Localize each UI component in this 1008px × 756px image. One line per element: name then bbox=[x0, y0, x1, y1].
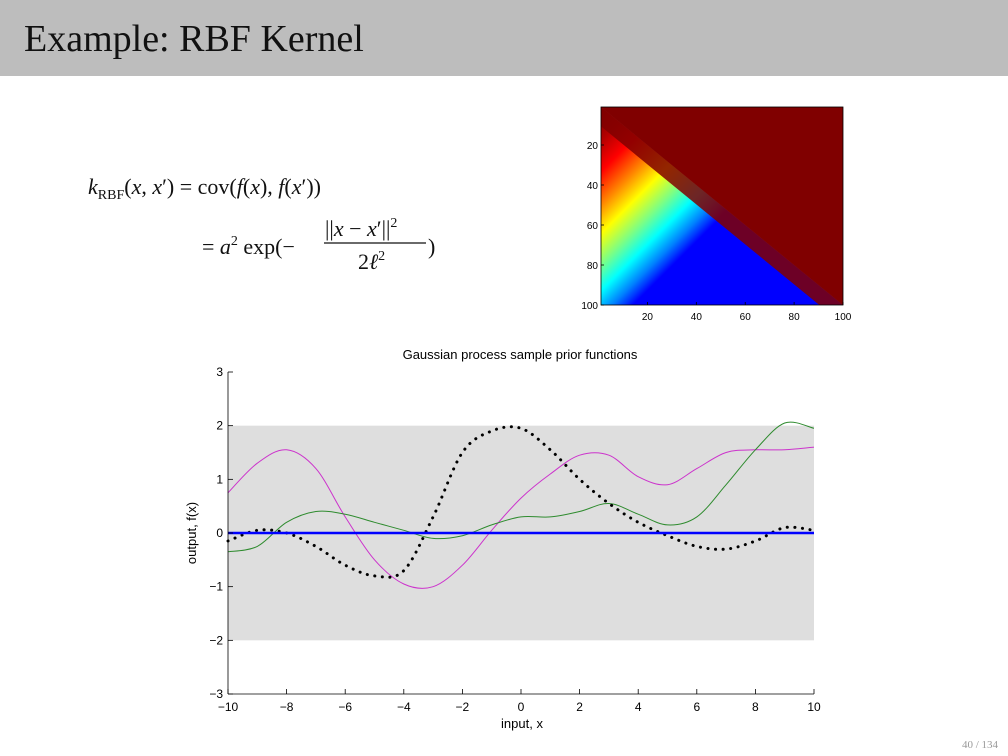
x-tick-label: 8 bbox=[752, 700, 759, 714]
sample-function-line bbox=[226, 425, 816, 579]
heatmap-y-tick-label: 80 bbox=[587, 261, 599, 272]
x-tick-label: 4 bbox=[635, 700, 642, 714]
y-tick-label: −1 bbox=[209, 580, 223, 594]
y-tick-label: 0 bbox=[216, 526, 223, 540]
y-tick-label: −3 bbox=[209, 687, 223, 701]
x-tick-label: −2 bbox=[456, 700, 470, 714]
sample-function-line bbox=[227, 446, 815, 589]
formula-line-1: kRBF(x, x′) = cov(f(x), f(x′)) bbox=[88, 174, 321, 203]
svg-text:||x − x′||2: ||x − x′||2 bbox=[325, 216, 397, 241]
x-tick-label: 10 bbox=[807, 700, 821, 714]
x-tick-label: 2 bbox=[576, 700, 583, 714]
y-tick-label: 3 bbox=[216, 365, 223, 379]
x-axis-label: input, x bbox=[501, 716, 543, 731]
x-tick-label: 6 bbox=[693, 700, 700, 714]
title-bar: Example: RBF Kernel bbox=[0, 0, 1008, 76]
heatmap-y-tick-label: 60 bbox=[587, 221, 599, 232]
heatmap-x-tick-label: 60 bbox=[740, 312, 752, 323]
y-axis-label: output, f(x) bbox=[184, 502, 199, 564]
svg-text:): ) bbox=[428, 234, 435, 259]
heatmap-y-tick-label: 20 bbox=[587, 141, 599, 152]
gp-prior-chart: Gaussian process sample prior functions … bbox=[184, 347, 821, 731]
x-tick-label: 0 bbox=[518, 700, 525, 714]
chart-title: Gaussian process sample prior functions bbox=[403, 347, 638, 362]
sample-function-line bbox=[227, 421, 815, 553]
page-number: 40 / 134 bbox=[961, 739, 998, 751]
slide-title: Example: RBF Kernel bbox=[24, 18, 364, 60]
x-tick-label: −8 bbox=[280, 700, 294, 714]
x-tick-label: −6 bbox=[338, 700, 352, 714]
heatmap-x-tick-label: 20 bbox=[642, 312, 654, 323]
x-tick-label: −4 bbox=[397, 700, 411, 714]
heatmap-x-tick-label: 100 bbox=[835, 312, 852, 323]
heatmap-x-tick-label: 40 bbox=[691, 312, 703, 323]
heatmap-x-tick-label: 80 bbox=[789, 312, 801, 323]
svg-text:= a2 exp(−: = a2 exp(− bbox=[202, 234, 295, 259]
formula-line-2: = a2 exp(− ||x − x′||2 2ℓ2 ) bbox=[202, 216, 435, 274]
rbf-kernel-formula: kRBF(x, x′) = cov(f(x), f(x′)) = a2 exp(… bbox=[88, 174, 435, 274]
heatmap-frame bbox=[600, 106, 844, 306]
heatmap-y-tick-label: 40 bbox=[587, 181, 599, 192]
y-tick-label: −2 bbox=[209, 633, 223, 647]
x-tick-label: −10 bbox=[218, 700, 239, 714]
y-tick-label: 2 bbox=[216, 419, 223, 433]
svg-text:2ℓ2: 2ℓ2 bbox=[358, 249, 385, 274]
heatmap-image bbox=[601, 107, 843, 305]
heatmap-y-tick-label: 100 bbox=[581, 301, 598, 312]
y-tick-label: 1 bbox=[216, 472, 223, 486]
covariance-heatmap: 20 40 60 80 100 20 40 60 80 100 bbox=[581, 106, 852, 323]
